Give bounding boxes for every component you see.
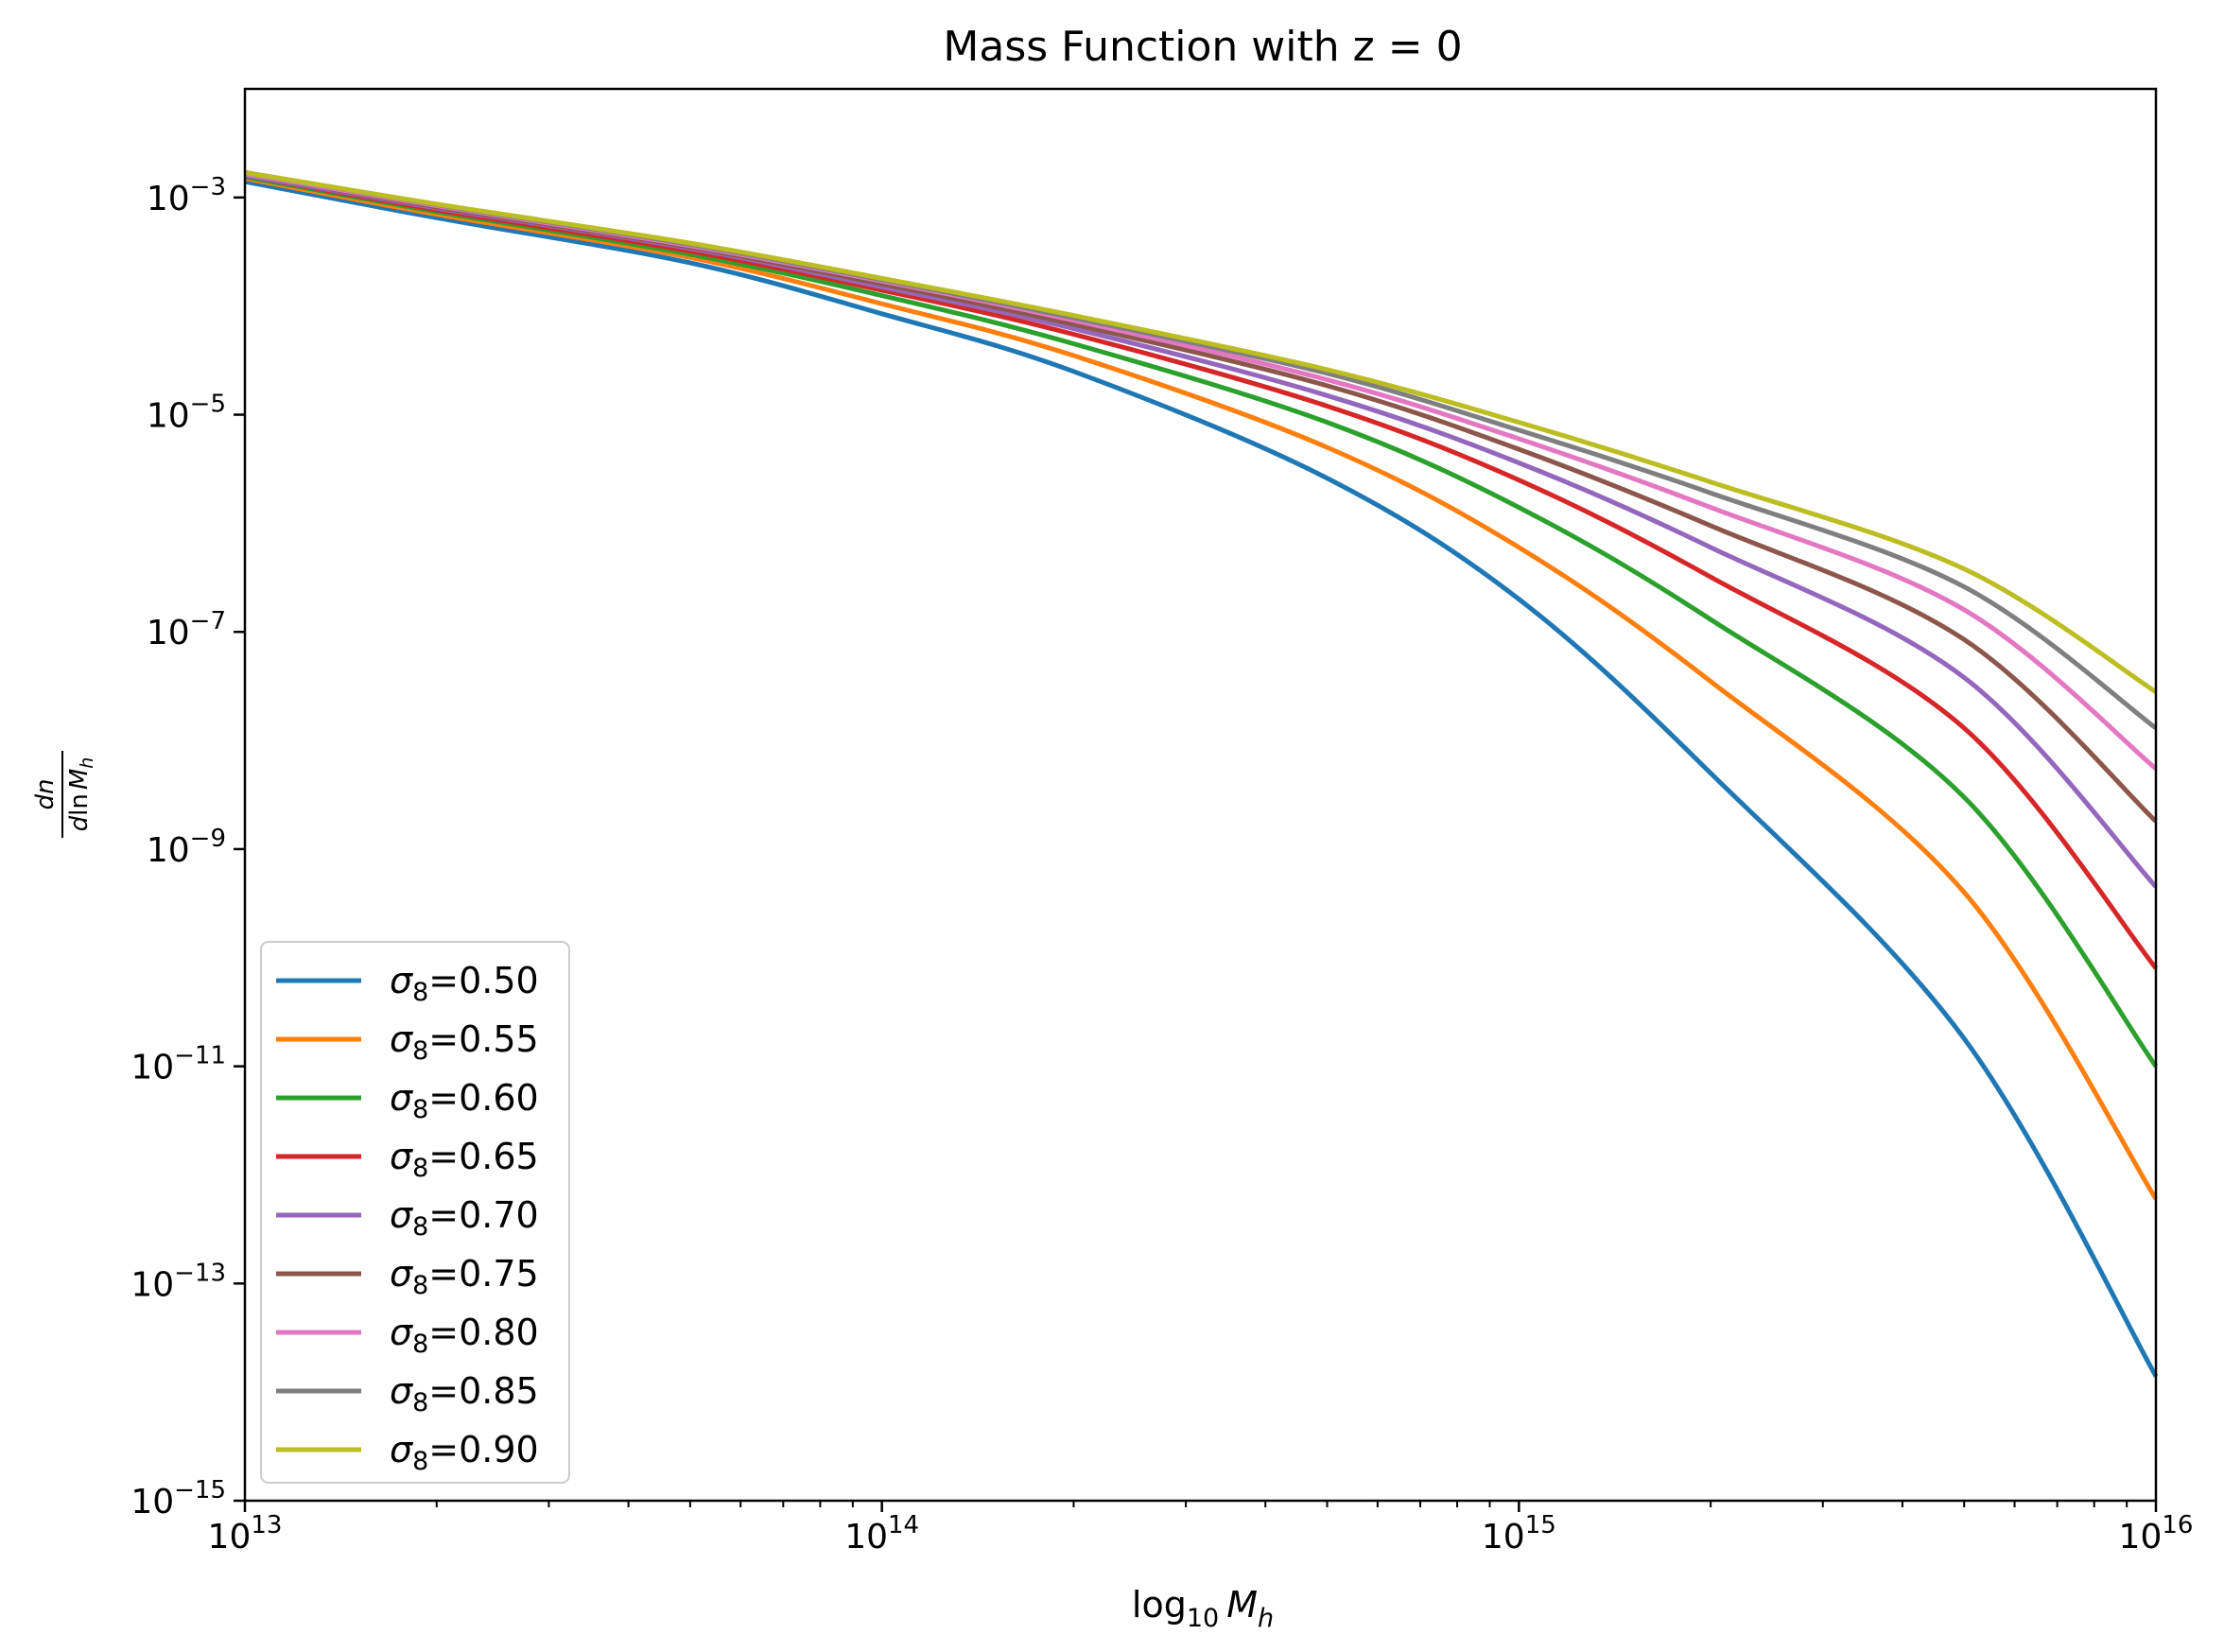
y-tick-label: 10−9 — [147, 825, 226, 870]
legend-label: σ8=0.90 — [390, 1429, 539, 1476]
y-tick-label: 10−5 — [147, 391, 226, 436]
y-tick-label: 10−3 — [147, 173, 226, 218]
y-tick-label: 10−15 — [130, 1476, 226, 1522]
series-line-sigma8-0.90 — [244, 169, 2158, 694]
svg-text:dlnMh: dlnMh — [65, 757, 97, 832]
y-axis-ticks: 10−3 10−5 10−7 10−9 10−11 10−13 10−15 — [130, 173, 245, 1522]
legend-label: σ8=0.55 — [390, 1018, 539, 1066]
y-axis-label: dn dlnMh — [31, 751, 97, 838]
series-line-sigma8-0.50 — [244, 179, 2159, 1378]
series-line-sigma8-0.85 — [244, 169, 2158, 731]
legend-label: σ8=0.70 — [390, 1194, 539, 1242]
x-axis-label: log10 Mh — [1132, 1584, 1274, 1633]
legend: σ8=0.50 σ8=0.55 σ8=0.60 σ8=0.65 σ8=0.70 σ8=0.… — [260, 941, 570, 1484]
plot-frame — [243, 87, 2158, 1503]
legend-label: σ8=0.85 — [390, 1370, 539, 1417]
legend-box — [260, 941, 570, 1484]
legend-label: σ8=0.60 — [390, 1077, 539, 1124]
legend-items: σ8=0.50 σ8=0.55 σ8=0.60 σ8=0.65 σ8=0.70 σ8=0.… — [276, 960, 539, 1476]
legend-label: σ8=0.75 — [390, 1253, 539, 1300]
series-line-sigma8-0.55 — [244, 176, 2159, 1201]
legend-label: σ8=0.65 — [390, 1136, 539, 1183]
legend-label: σ8=0.80 — [390, 1312, 539, 1359]
series-line-sigma8-0.60 — [244, 174, 2159, 1069]
x-tick-label: 1014 — [844, 1511, 919, 1556]
x-tick-label: 1016 — [2119, 1511, 2194, 1556]
series-line-sigma8-0.75 — [244, 171, 2158, 824]
x-axis-ticks: 1013 1014 1015 1016 — [208, 1501, 2194, 1556]
y-tick-label: 10−11 — [130, 1042, 226, 1087]
series-line-sigma8-0.65 — [244, 172, 2158, 970]
chart-title: Mass Function with z = 0 — [943, 23, 1462, 71]
series-line-sigma8-0.80 — [244, 171, 2158, 771]
series-lines-group — [244, 169, 2159, 1378]
y-tick-label: 10−7 — [147, 607, 226, 652]
x-tick-label: 1013 — [208, 1511, 283, 1556]
x-minor-ticks — [435, 1501, 2128, 1507]
svg-text:dn: dn — [31, 779, 60, 810]
legend-label: σ8=0.50 — [390, 960, 539, 1007]
x-tick-label: 1015 — [1482, 1511, 1556, 1556]
y-tick-label: 10−13 — [130, 1259, 226, 1304]
